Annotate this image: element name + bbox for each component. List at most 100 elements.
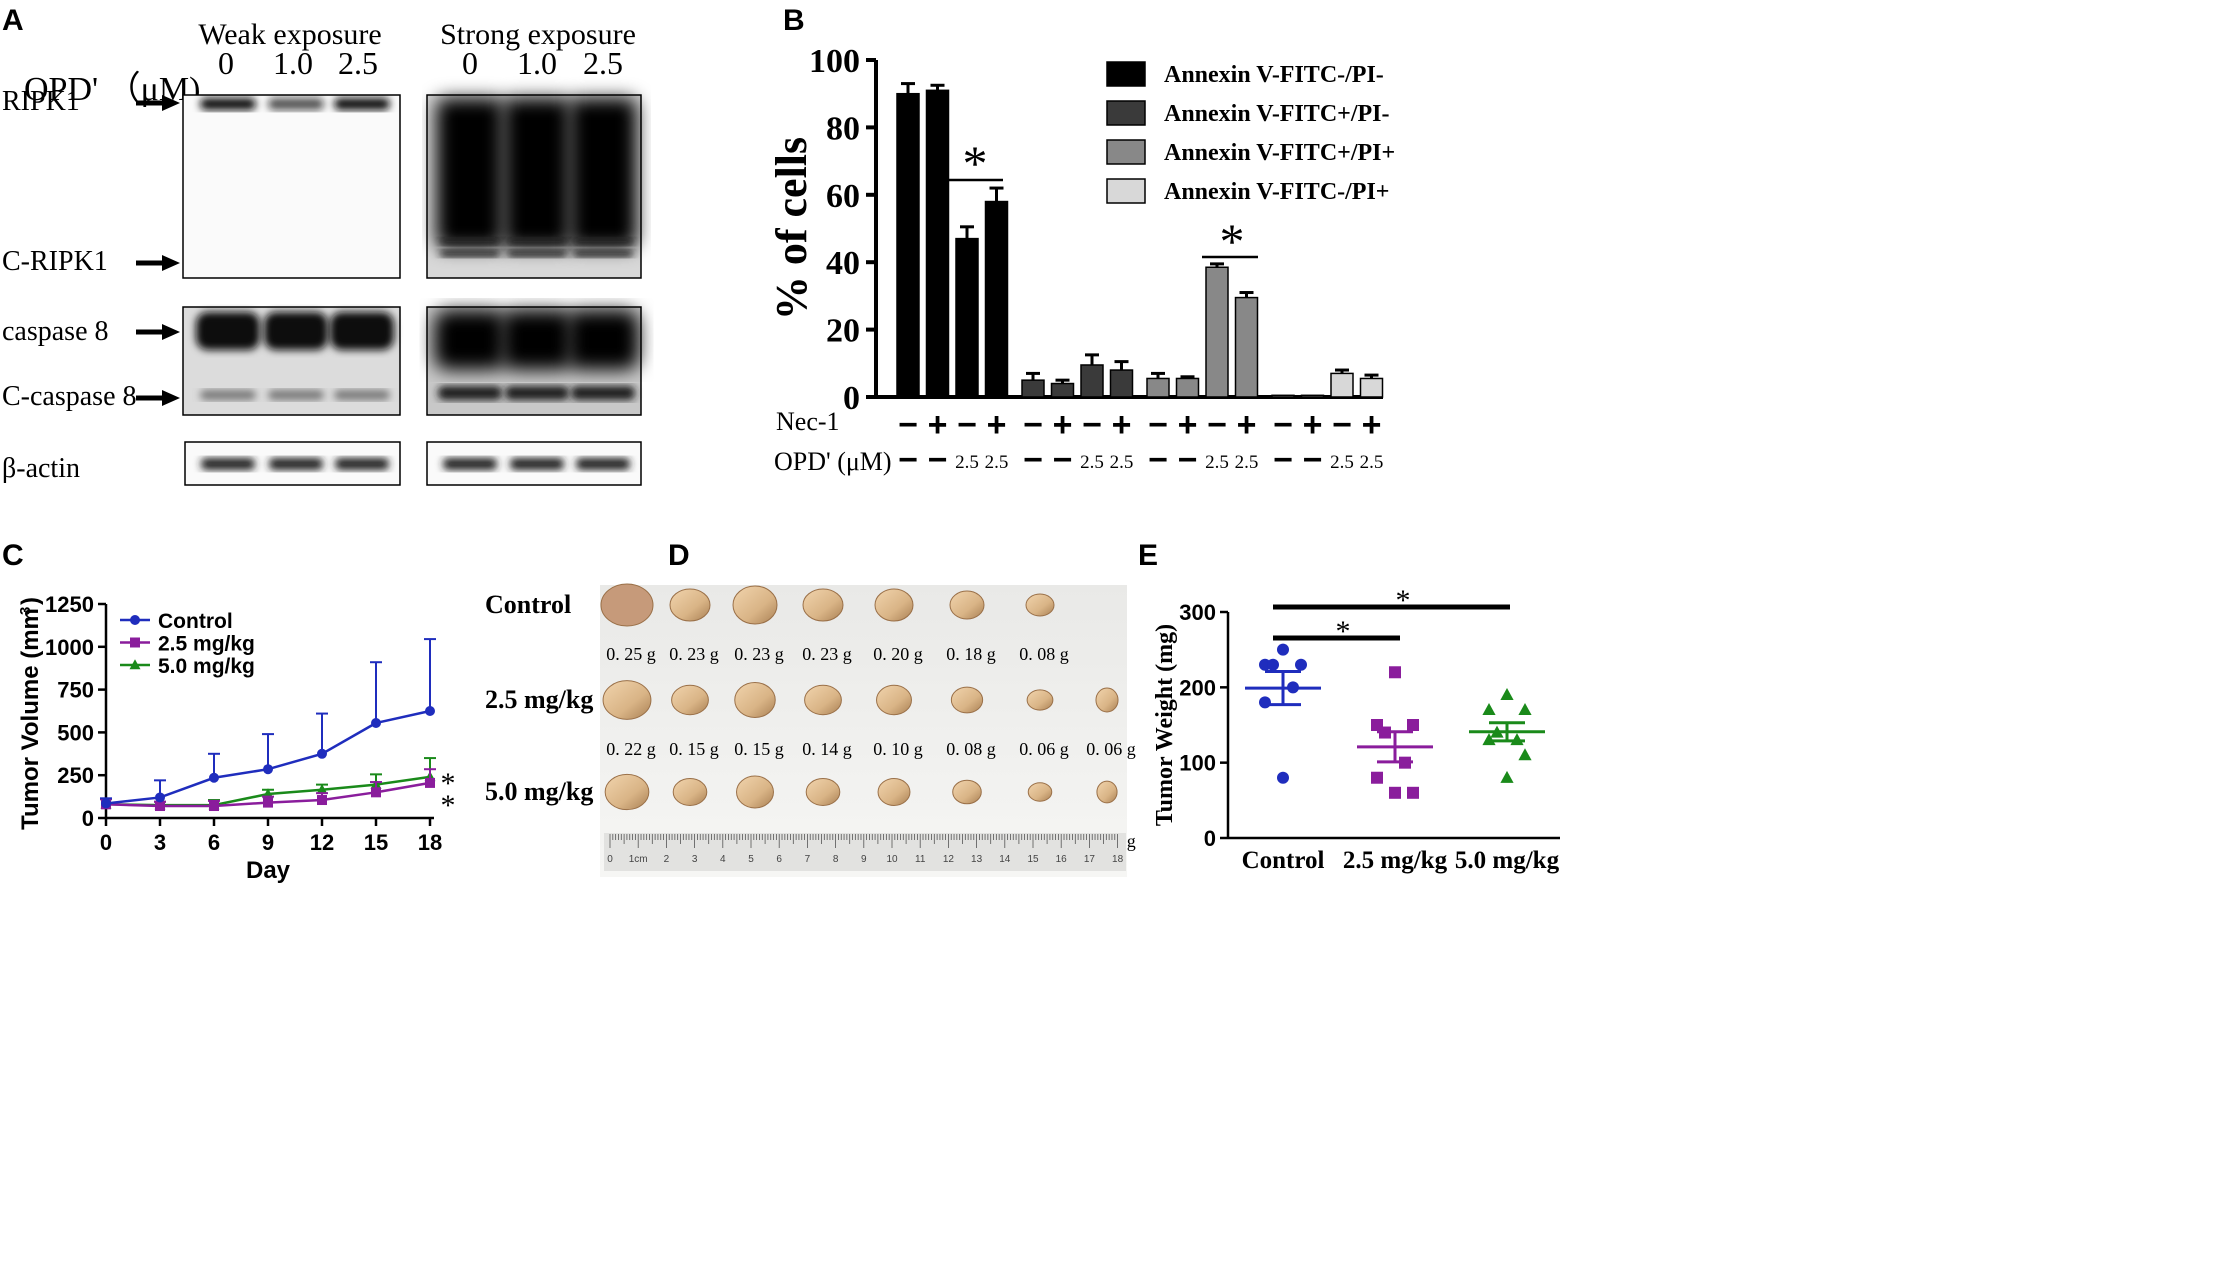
tumor bbox=[802, 588, 844, 622]
data-point bbox=[263, 764, 273, 775]
data-point bbox=[1407, 786, 1419, 799]
x-category-label: 2.5 mg/kg bbox=[1343, 847, 1448, 874]
c-ripk1-band bbox=[507, 238, 567, 245]
data-point bbox=[1379, 726, 1391, 739]
conc-label-weak: 2.5 bbox=[338, 45, 378, 81]
group-label: 2.5 mg/kg bbox=[485, 685, 593, 714]
data-point bbox=[1389, 786, 1401, 799]
tumor bbox=[1025, 593, 1055, 617]
bar bbox=[1021, 379, 1045, 398]
opd-mark: − bbox=[1178, 441, 1198, 479]
ruler-label: 1cm bbox=[629, 854, 648, 865]
ruler-label: 6 bbox=[776, 854, 782, 865]
x-tick-label: 9 bbox=[262, 830, 274, 855]
opd-mark: − bbox=[928, 441, 948, 479]
tumor-weight-label: 0. 23 g bbox=[734, 644, 784, 664]
data-point bbox=[209, 772, 219, 783]
data-point bbox=[101, 798, 111, 809]
legend-marker bbox=[130, 615, 140, 625]
tumor bbox=[1096, 780, 1118, 804]
bar bbox=[1234, 296, 1259, 398]
nec1-mark: + bbox=[1053, 406, 1073, 444]
group-label: Control bbox=[485, 590, 571, 619]
y-tick-label: 100 bbox=[809, 43, 860, 80]
data-point bbox=[317, 748, 327, 759]
tumor-weight-label: 0. 06 g bbox=[1086, 739, 1136, 759]
conc-label-weak: 0 bbox=[218, 45, 234, 81]
ruler-label: 16 bbox=[1056, 854, 1068, 865]
bar bbox=[896, 92, 920, 398]
ruler-label: 3 bbox=[692, 854, 698, 865]
tumor-weight-label: 0. 23 g bbox=[802, 644, 852, 664]
tumor bbox=[604, 773, 650, 811]
legend-swatch bbox=[1106, 100, 1146, 126]
c-casp8-band bbox=[268, 390, 324, 400]
blot-row-labels: RIPK1 C-RIPK1 caspase 8 C-caspase 8 β-actin bbox=[2, 86, 137, 484]
c-casp8-band bbox=[334, 390, 390, 400]
tumor-weight-label: 0. 25 g bbox=[606, 644, 656, 664]
legend-label: 5.0 mg/kg bbox=[158, 655, 255, 678]
ruler-label: 12 bbox=[943, 854, 955, 865]
tumor bbox=[877, 778, 911, 806]
c-casp8-band bbox=[200, 390, 256, 400]
conc-label-strong: 2.5 bbox=[583, 45, 623, 81]
data-point bbox=[371, 717, 381, 728]
significance-star: * bbox=[441, 789, 456, 822]
data-point bbox=[1287, 681, 1299, 694]
casp8-strong-band bbox=[567, 310, 639, 370]
tumor bbox=[1027, 782, 1053, 802]
tumor bbox=[805, 778, 841, 806]
data-point bbox=[1267, 658, 1279, 671]
x-tick-label: 18 bbox=[418, 830, 442, 855]
opd-mark: 2.5 bbox=[1080, 452, 1104, 473]
data-point bbox=[1389, 666, 1401, 679]
opd-row-label: OPD' (μM) bbox=[774, 447, 892, 476]
blot-row-label: β-actin bbox=[2, 453, 80, 484]
tumor bbox=[671, 684, 709, 716]
data-point bbox=[1500, 687, 1514, 700]
legend-marker bbox=[130, 637, 140, 648]
nec1-mark: − bbox=[1207, 406, 1227, 444]
tumor bbox=[804, 684, 842, 716]
ripk1-smear bbox=[436, 98, 504, 248]
tumor-weight-label: 0. 18 g bbox=[946, 644, 996, 664]
ruler-label: 14 bbox=[999, 854, 1011, 865]
actin-band bbox=[510, 458, 564, 470]
y-axis-title-paren: ) bbox=[17, 597, 44, 605]
chart-c: 0 250 500 750 1000 1250 0 3 6 9 12 15 18 Day Tumor Vol… bbox=[17, 592, 456, 884]
c-ripk1-band bbox=[573, 238, 633, 245]
nec1-mark: + bbox=[1178, 406, 1198, 444]
bar bbox=[1146, 377, 1170, 398]
arrow-head bbox=[162, 324, 180, 340]
ruler-label: 17 bbox=[1084, 854, 1096, 865]
y-tick-label: 1250 bbox=[45, 592, 94, 617]
ripk1-weak-blot bbox=[182, 94, 401, 279]
y-tick-label: 100 bbox=[1179, 751, 1216, 776]
ruler-label: 18 bbox=[1112, 854, 1124, 865]
ruler-label: 2 bbox=[664, 854, 670, 865]
x-tick-label: 6 bbox=[208, 830, 220, 855]
tumor-weight-label: 0. 10 g bbox=[873, 739, 923, 759]
y-tick-label: 60 bbox=[826, 178, 860, 215]
tumor bbox=[1095, 687, 1119, 713]
nec1-mark: − bbox=[898, 406, 918, 444]
legend-marker bbox=[129, 659, 141, 670]
tumor bbox=[734, 682, 776, 718]
panel-d: D Control 0. 25 g 0. 23 g 0. 23 g 0. 23 g 0. … bbox=[485, 539, 1136, 877]
tumor-photo-background bbox=[600, 585, 1127, 877]
opd-mark: 2.5 bbox=[1360, 452, 1384, 473]
panel-c: C 0 250 500 750 1000 1250 0 3 6 9 12 15 18 Day Tumor V… bbox=[2, 539, 456, 884]
x-tick-label: 0 bbox=[100, 830, 112, 855]
ripk1-band bbox=[268, 98, 324, 110]
legend-swatch bbox=[1106, 178, 1146, 204]
arrow-head bbox=[162, 390, 180, 406]
x-tick-label: 15 bbox=[364, 830, 388, 855]
conc-label-strong: 0 bbox=[462, 45, 478, 81]
ruler-label: 5 bbox=[748, 854, 754, 865]
opd-mark: 2.5 bbox=[985, 452, 1009, 473]
c-ripk1-band bbox=[440, 250, 500, 257]
ruler-label: 11 bbox=[915, 854, 926, 865]
significance-star: * bbox=[441, 767, 456, 800]
significance-star: * bbox=[1396, 584, 1411, 617]
